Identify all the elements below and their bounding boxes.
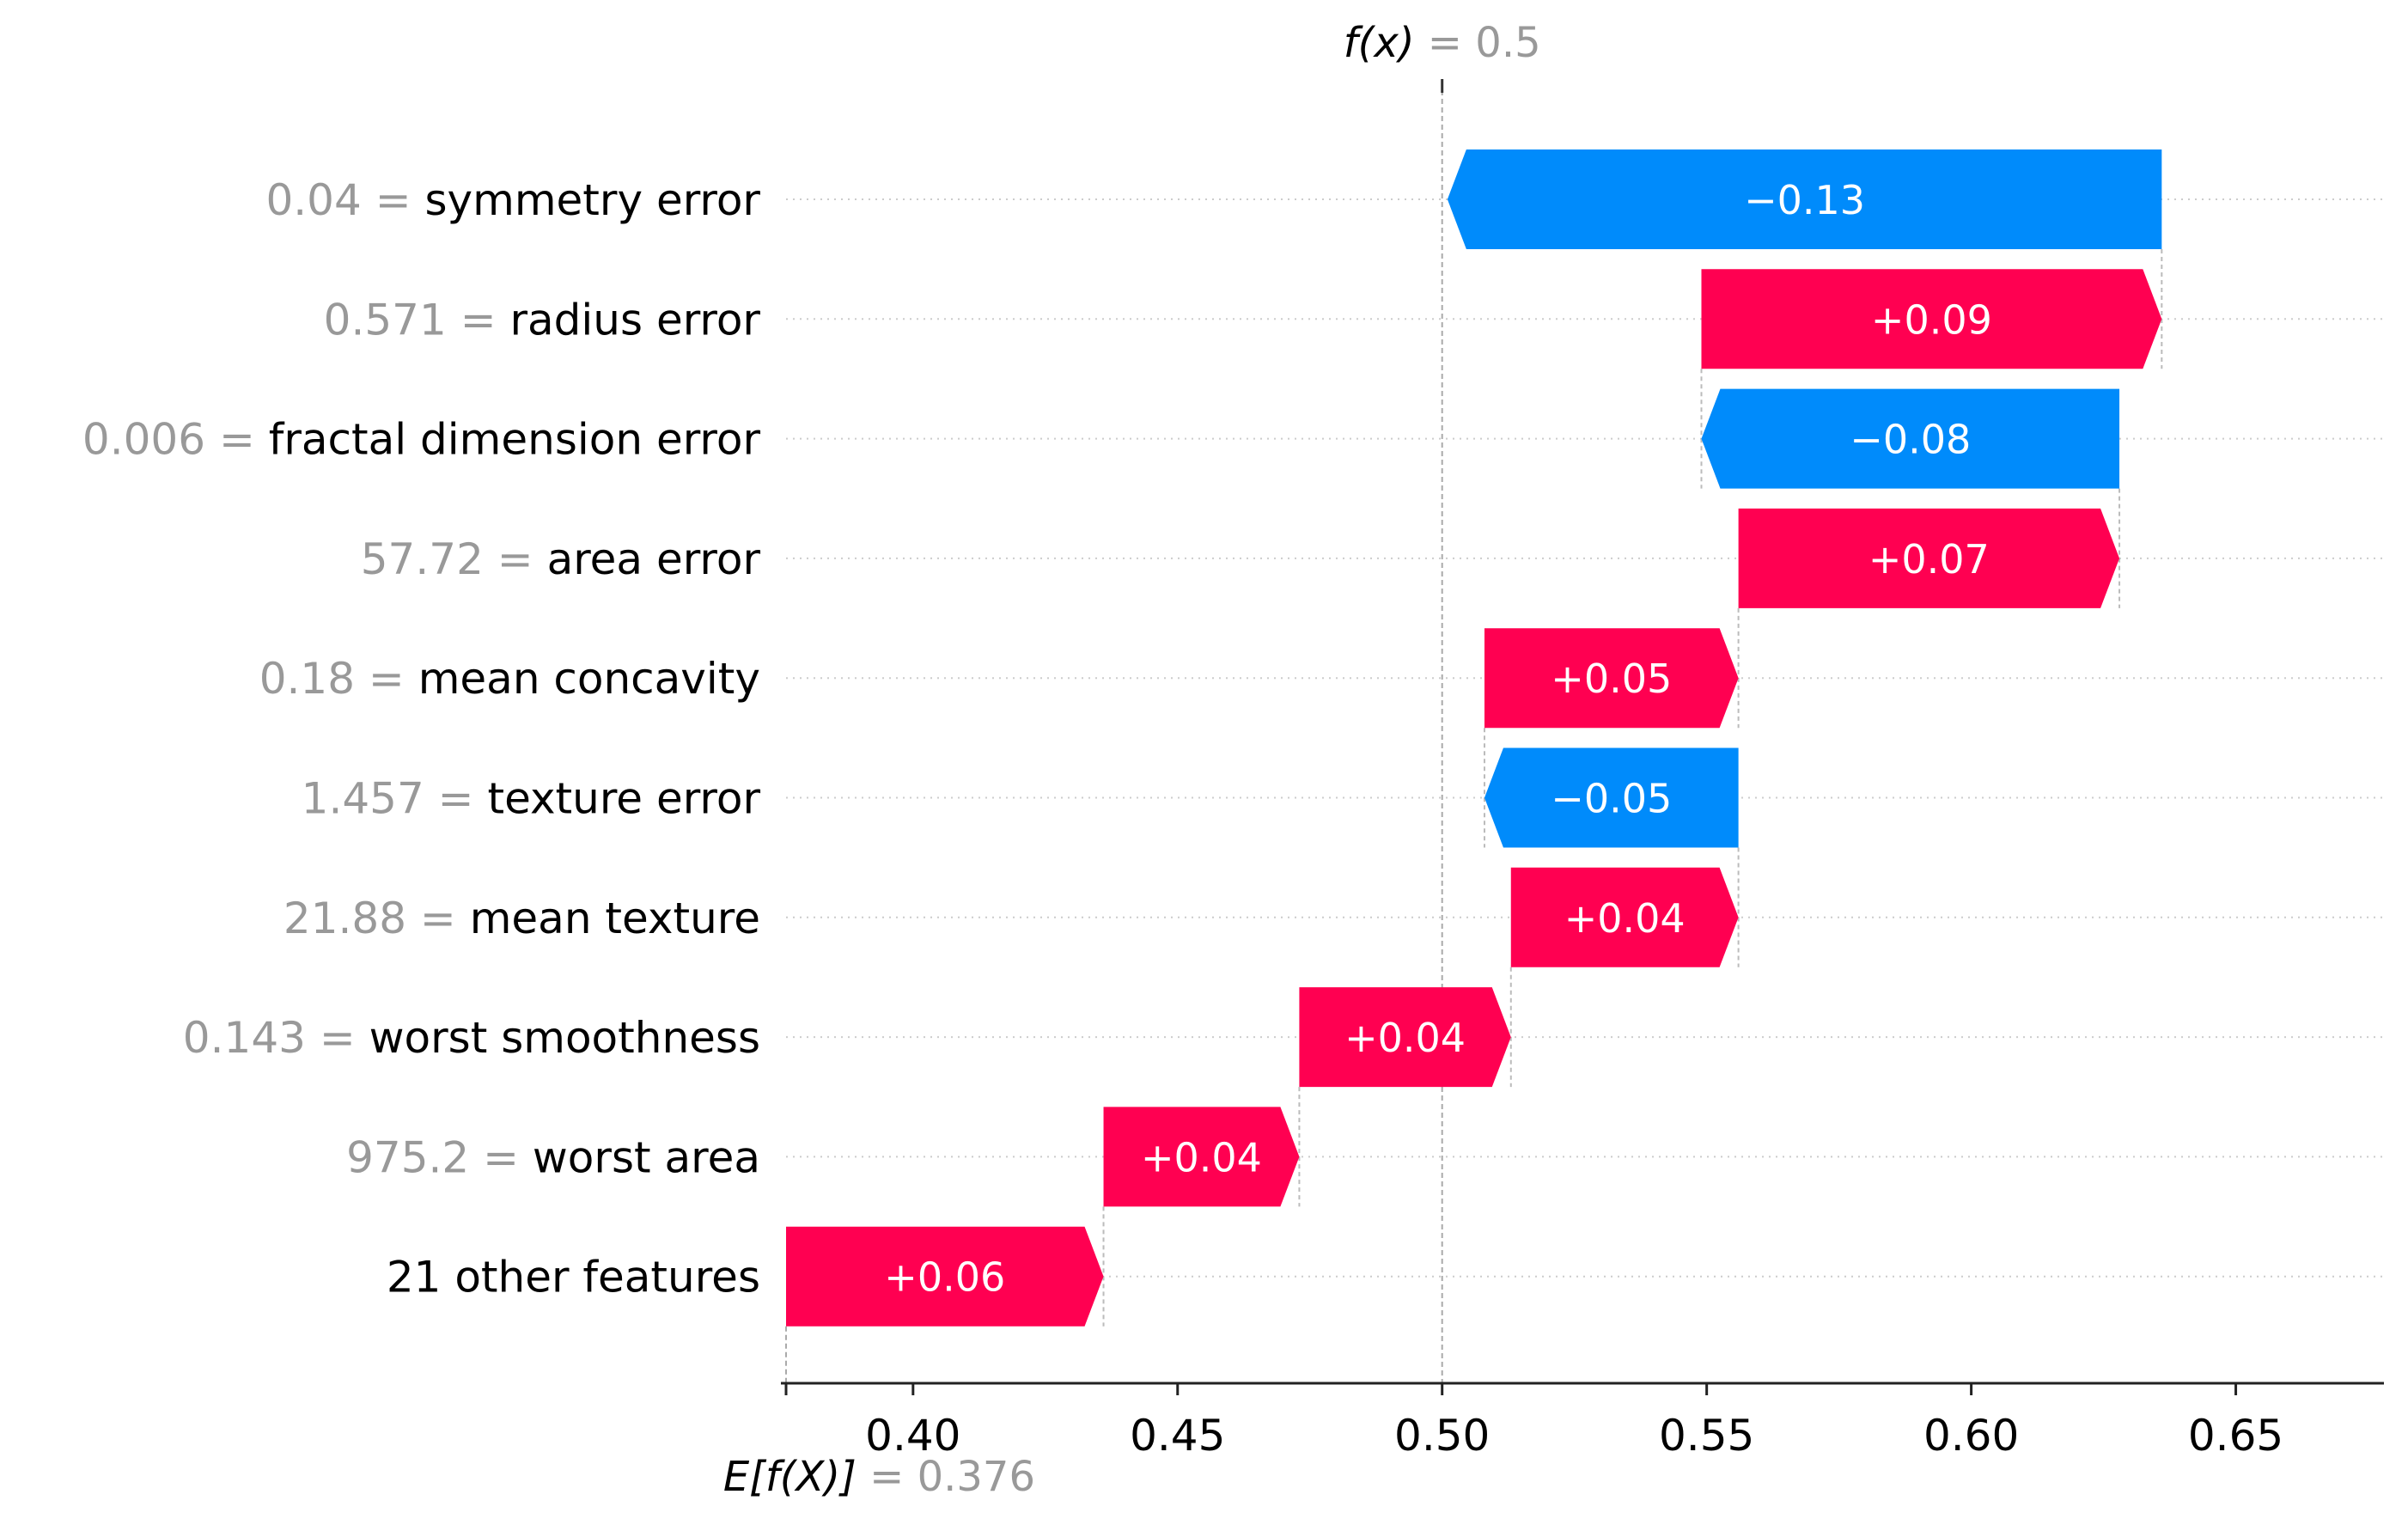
feature-label: 975.2 = worst area [346,1132,760,1182]
feature-name: worst area [533,1132,760,1182]
x-tick-label: 0.65 [2188,1411,2283,1461]
label-layer: −0.13 0.04 = symmetry error +0.09 0.571 = r… [82,175,1992,1302]
feature-label: 21 other features [387,1253,760,1302]
output-value-text: = 0.5 [1415,19,1541,67]
feature-name: texture error [487,774,760,824]
bar-value-label: −0.08 [1850,417,1971,463]
annotation-layer: f(x) = 0.5 E[f(X)] = 0.376 [723,19,1541,1501]
base-label: E[f(X)] [723,1453,857,1501]
negative-shap-bar [1701,388,2120,489]
feature-name: symmetry error [424,175,760,225]
guide-layer [785,79,2163,1383]
feature-name: mean texture [470,894,760,943]
base-value-text: = 0.376 [857,1453,1035,1501]
feature-value: 0.18 = [259,654,418,704]
bar-value-label: −0.13 [1744,177,1865,223]
output-value-annotation: f(x) = 0.5 [1344,19,1541,67]
positive-shap-bar [1701,269,2162,369]
bar-value-label: +0.09 [1871,296,1992,343]
feature-label: 0.006 = fractal dimension error [82,415,761,465]
bar-value-label: +0.04 [1564,895,1686,942]
x-tick-label: 0.40 [865,1411,960,1461]
feature-label: 0.571 = radius error [324,295,761,345]
feature-label: 0.143 = worst smoothness [183,1013,760,1063]
x-tick-label: 0.55 [1659,1411,1754,1461]
bar-value-label: +0.04 [1344,1015,1466,1061]
x-tick-label: 0.45 [1130,1411,1225,1461]
negative-shap-bar [1484,747,1739,848]
feature-value: 975.2 = [346,1132,533,1182]
x-tick-label: 0.50 [1394,1411,1490,1461]
base-value-annotation: E[f(X)] = 0.376 [723,1453,1035,1501]
negative-shap-bar [1447,149,2162,249]
feature-value: 0.571 = [324,295,510,345]
feature-label: 57.72 = area error [361,534,761,584]
bar-layer [786,149,2162,1327]
feature-name: fractal dimension error [269,415,761,465]
positive-shap-bar [1103,1107,1300,1207]
feature-value: 0.04 = [265,175,424,225]
feature-value: 57.72 = [361,534,547,584]
bar-value-label: −0.05 [1551,776,1672,822]
feature-name: mean concavity [418,654,760,704]
positive-shap-bar [1299,987,1511,1088]
x-tick-label: 0.60 [1923,1411,2019,1461]
x-axis: 0.40 0.45 0.50 0.55 0.60 0.65 [781,1382,2384,1461]
bar-value-label: +0.07 [1868,536,1990,583]
feature-name: 21 other features [387,1253,760,1302]
positive-shap-bar [1738,508,2120,608]
feature-name: radius error [509,295,760,345]
feature-label: 21.88 = mean texture [283,894,760,943]
feature-label: 1.457 = texture error [302,774,761,824]
feature-value: 21.88 = [283,894,470,943]
feature-name: area error [547,534,761,584]
bar-value-label: +0.04 [1141,1134,1262,1180]
feature-label: 0.18 = mean concavity [259,654,760,704]
feature-label: 0.04 = symmetry error [265,175,760,225]
feature-name: worst smoothness [369,1013,760,1063]
feature-value: 0.006 = [82,415,269,465]
feature-value: 1.457 = [302,774,488,824]
positive-shap-bar [1510,867,1739,967]
positive-shap-bar [1484,628,1739,729]
bar-value-label: +0.05 [1551,656,1672,702]
feature-value: 0.143 = [183,1013,369,1063]
positive-shap-bar [786,1226,1104,1327]
output-label: f(x) [1344,19,1415,67]
bar-value-label: +0.06 [884,1254,1005,1301]
